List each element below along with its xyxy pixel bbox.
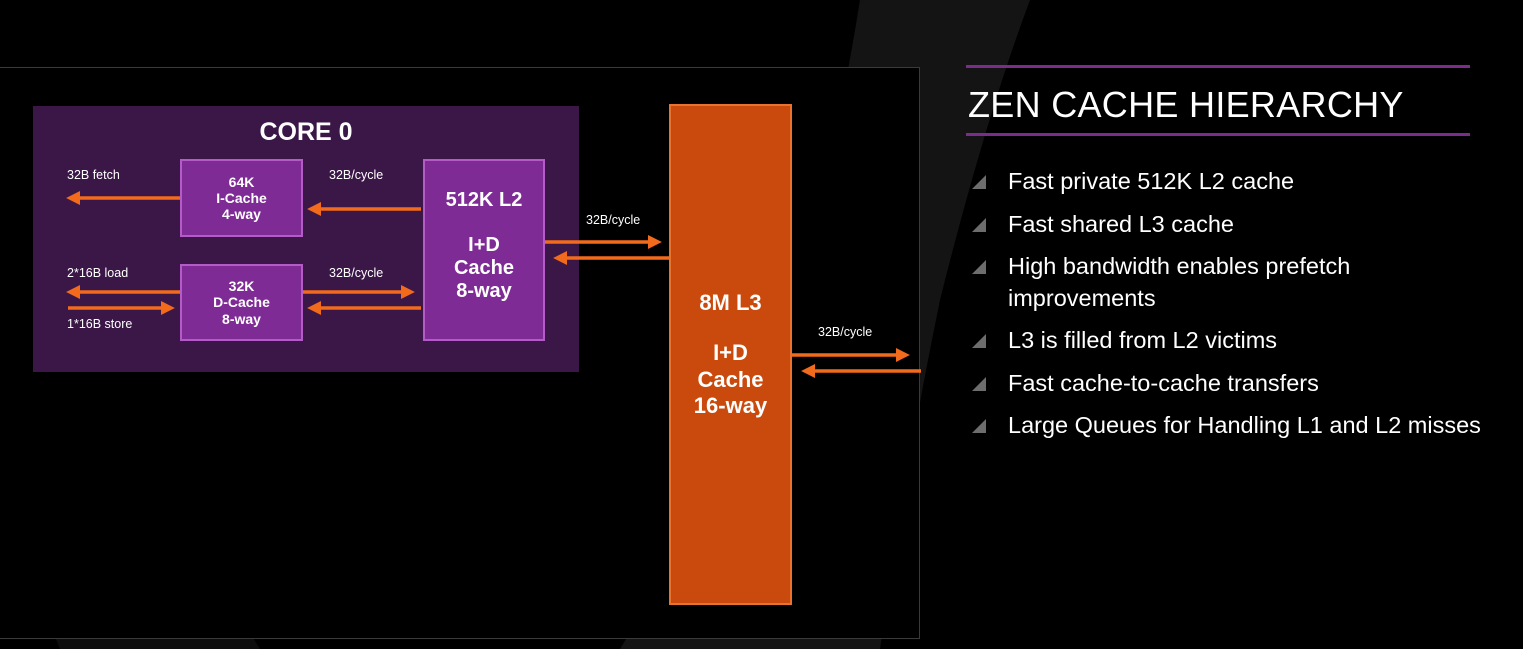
- bullet-item: Fast cache-to-cache transfers: [972, 368, 1492, 400]
- bullet-triangle-icon: [972, 217, 986, 232]
- core-title: CORE 0: [259, 118, 353, 146]
- l3-ways: 16-way: [693, 392, 768, 418]
- fetch-label: 32B fetch: [67, 168, 120, 182]
- title-rule-bottom: [966, 133, 1470, 136]
- l2-size: 512K L2: [445, 189, 523, 211]
- dcache-name: D-Cache: [213, 294, 270, 311]
- title-rule-top: [966, 65, 1470, 68]
- bullet-item: Fast private 512K L2 cache: [972, 166, 1492, 198]
- l1-instruction-cache: 64K I-Cache 4-way: [180, 159, 303, 237]
- bullet-text: Fast shared L3 cache: [1008, 210, 1234, 237]
- bullet-item: L3 is filled from L2 victims: [972, 325, 1492, 357]
- l3-type: I+D: [713, 340, 748, 366]
- bullet-text: High bandwidth enables prefetch improvem…: [1008, 253, 1351, 311]
- page-title: ZEN CACHE HIERARCHY: [968, 84, 1404, 125]
- bullet-text: Large Queues for Handling L1 and L2 miss…: [1008, 412, 1481, 438]
- l1-data-cache: 32K D-Cache 8-way: [180, 264, 303, 341]
- store-label: 1*16B store: [67, 317, 133, 331]
- bullet-triangle-icon: [972, 376, 986, 391]
- bullet-text: Fast cache-to-cache transfers: [1008, 369, 1319, 396]
- l2-type: I+D: [468, 234, 500, 256]
- l3-cache: 8M L3 I+D Cache 16-way: [669, 104, 792, 605]
- l2-l3-bandwidth-label: 32B/cycle: [586, 213, 641, 227]
- bullet-triangle-icon: [972, 175, 986, 189]
- icache-size: 64K: [228, 173, 255, 190]
- l3-name: Cache: [697, 366, 764, 392]
- bullet-text: L3 is filled from L2 victims: [1008, 327, 1278, 353]
- dcache-size: 32K: [228, 278, 255, 295]
- bullet-item: Fast shared L3 cache: [972, 209, 1492, 241]
- bullet-triangle-icon: [972, 334, 986, 348]
- bullet-item: Large Queues for Handling L1 and L2 miss…: [972, 410, 1492, 442]
- bullet-text: Fast private 512K L2 cache: [1008, 168, 1295, 194]
- dcache-ways: 8-way: [222, 310, 261, 327]
- l3-out-bandwidth-label: 32B/cycle: [818, 325, 873, 339]
- icache-ways: 4-way: [222, 206, 261, 223]
- icache-name: I-Cache: [216, 189, 267, 206]
- l3-size: 8M L3: [699, 289, 762, 315]
- bullet-item: High bandwidth enables prefetch improvem…: [972, 251, 1492, 314]
- dcache-l2-bandwidth-label: 32B/cycle: [329, 266, 384, 280]
- bullet-triangle-icon: [972, 260, 986, 274]
- l2-cache: 512K L2 I+D Cache 8-way: [423, 159, 545, 341]
- l2-name: Cache: [453, 257, 515, 279]
- load-label: 2*16B load: [67, 266, 129, 280]
- l2-ways: 8-way: [456, 280, 512, 302]
- icache-l2-bandwidth-label: 32B/cycle: [329, 168, 384, 182]
- bullet-list: Fast private 512K L2 cache Fast shared L…: [972, 166, 1492, 453]
- bullet-triangle-icon: [972, 419, 986, 433]
